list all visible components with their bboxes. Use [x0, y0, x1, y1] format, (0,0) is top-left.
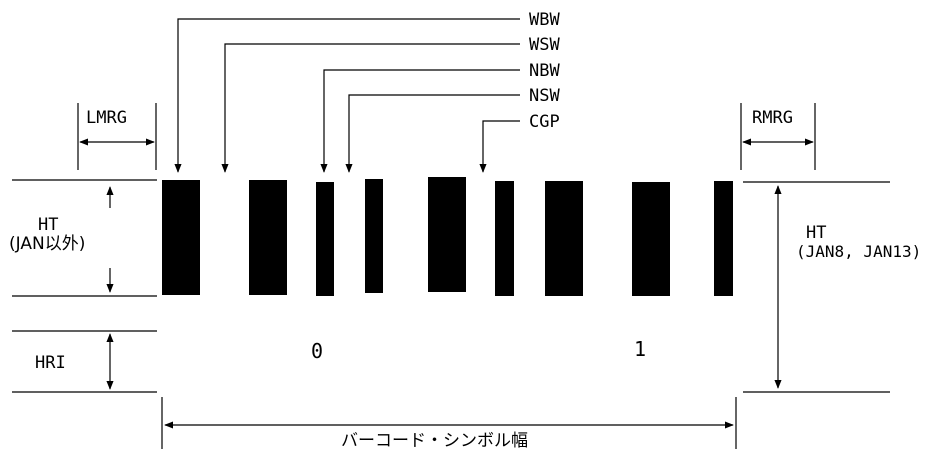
- cgp-pointer: [479, 120, 520, 173]
- symbol-width-indicator: [161, 397, 737, 449]
- bar-wide-4: [545, 181, 583, 296]
- bar-narrow-2: [365, 179, 383, 293]
- bar-narrow-4: [714, 181, 733, 296]
- left-ht-indicator: [12, 179, 157, 297]
- right-ht-indicator: [743, 181, 890, 393]
- wbw-pointer: [174, 18, 520, 173]
- lmrg-label: LMRG: [86, 108, 127, 128]
- nbw-pointer: [320, 69, 520, 173]
- hri-label: HRI: [35, 353, 66, 373]
- bar-narrow-3: [495, 181, 514, 296]
- wbw-label: WBW: [529, 10, 560, 30]
- ht-right-sublabel: (JAN8, JAN13): [796, 242, 921, 261]
- bar-wide-5: [632, 182, 670, 296]
- hri-indicator: [12, 330, 157, 393]
- nsw-pointer: [345, 94, 520, 173]
- cgp-label: CGP: [529, 112, 560, 132]
- wsw-label: WSW: [529, 35, 560, 55]
- symbol-width-label: バーコード・シンボル幅: [341, 431, 528, 451]
- bar-wide-3: [428, 177, 466, 292]
- bar-narrow-1: [316, 182, 334, 296]
- right-margin-indicator: [740, 103, 816, 170]
- hri-digit-1: 1: [634, 337, 646, 361]
- top-pointers: [174, 18, 520, 173]
- bar-wide-1: [162, 180, 200, 295]
- left-margin-indicator: [77, 103, 157, 170]
- ht-right-label: HT: [806, 223, 826, 243]
- nbw-label: NBW: [529, 61, 560, 81]
- ht-left-sublabel: (JAN以外): [9, 234, 85, 254]
- rmrg-label: RMRG: [752, 108, 793, 128]
- barcode-bars: [162, 177, 733, 296]
- hri-digit-0: 0: [311, 339, 323, 363]
- wsw-pointer: [221, 43, 520, 173]
- nsw-label: NSW: [529, 86, 560, 106]
- ht-left-label: HT: [38, 215, 58, 235]
- bar-wide-2: [249, 180, 287, 295]
